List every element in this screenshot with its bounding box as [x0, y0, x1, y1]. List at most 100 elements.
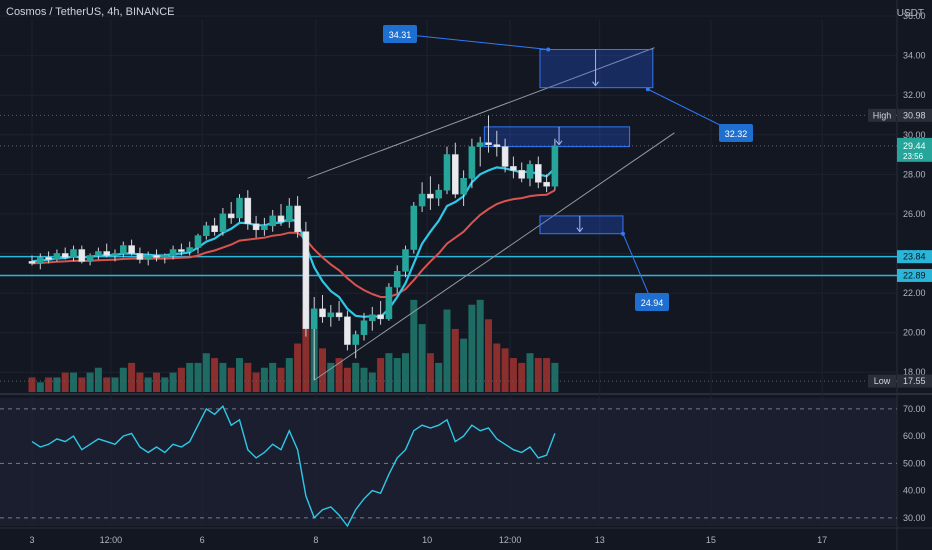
last-price-label-countdown: 23:56 — [903, 152, 924, 161]
candle-up — [203, 225, 210, 236]
rsi-tick-label: 30.00 — [903, 513, 926, 523]
volume-bar — [177, 367, 185, 392]
candle-up — [70, 249, 77, 258]
candle-down — [319, 308, 326, 318]
candle-down — [534, 164, 542, 183]
time-tick-label: 3 — [29, 535, 34, 545]
volume-bar — [485, 319, 492, 392]
volume-bar — [169, 372, 177, 392]
volume-bar — [451, 328, 459, 392]
candle-up — [526, 164, 534, 179]
volume-bar — [153, 372, 160, 392]
channel-upper-line — [307, 47, 655, 179]
candle-up — [144, 255, 152, 260]
candle-up — [269, 215, 277, 227]
volume-bar — [277, 367, 285, 392]
candle-down — [244, 197, 252, 225]
candle-up — [53, 253, 61, 260]
target-box-30-arrow-head — [555, 140, 563, 146]
candle-down — [427, 193, 434, 199]
target-box-34 — [539, 48, 654, 89]
candle-down — [128, 245, 135, 254]
volume-bar — [327, 362, 335, 392]
volume-bar — [219, 362, 227, 392]
callout-34-31-box — [383, 25, 417, 43]
volume-bar — [144, 377, 152, 392]
candle-down — [294, 205, 301, 233]
candle-up — [551, 145, 559, 187]
volume-bar — [319, 348, 326, 392]
last-price-label-bg — [897, 137, 932, 162]
candle-down — [543, 181, 550, 187]
candle-up — [194, 235, 202, 248]
volume-bar — [53, 377, 61, 392]
candle-down — [501, 146, 509, 167]
candle-up — [236, 197, 243, 219]
candle-up — [393, 270, 401, 288]
volume-bar — [343, 367, 351, 392]
candle-down — [302, 231, 310, 329]
volume-bar — [70, 372, 77, 392]
ema-slow-line — [31, 189, 556, 298]
target-box-30 — [483, 126, 631, 148]
volume-bar — [352, 362, 360, 392]
candle-up — [111, 253, 119, 256]
callout-32-32-anchor — [645, 87, 650, 92]
volume-bar — [269, 362, 277, 392]
target-box-34-arrow-head — [592, 81, 599, 87]
candle-down — [227, 213, 235, 219]
volume-bar — [128, 362, 136, 392]
candle-up — [418, 193, 426, 207]
time-tick-label: 13 — [595, 535, 605, 545]
volume-bar — [335, 358, 343, 392]
volume-bar — [94, 367, 102, 392]
volume-bar — [443, 309, 451, 392]
high-price-label-tag-bg — [868, 108, 896, 122]
price-tick-label: 22.00 — [903, 288, 926, 298]
volume-bar — [45, 377, 53, 392]
candle-up — [460, 177, 467, 195]
candle-down — [277, 215, 285, 223]
candle-up — [186, 247, 193, 252]
candle-up — [36, 257, 44, 264]
volume-bar — [476, 299, 484, 392]
volume-bar — [460, 338, 468, 392]
price-tick-label: 18.00 — [903, 367, 926, 377]
volume-bar — [36, 382, 44, 392]
rsi-tick-label: 50.00 — [903, 458, 926, 468]
channel-lower-line — [313, 132, 675, 381]
volume-bar — [244, 362, 252, 392]
volume-bar — [202, 353, 210, 392]
rsi-tick-label: 70.00 — [903, 404, 926, 414]
volume-bar — [435, 362, 443, 392]
last-price-label: 29.44 — [903, 141, 926, 151]
volume-bar — [252, 372, 260, 392]
price-tick-label: 26.00 — [903, 209, 926, 219]
price-tick-label: 28.00 — [903, 169, 926, 179]
candle-down — [211, 225, 218, 233]
volume-bar — [377, 358, 385, 392]
ema-fast-line — [31, 166, 556, 318]
volume-bar — [211, 358, 219, 392]
candle-up — [120, 245, 127, 254]
volume-bar — [385, 353, 393, 392]
level-price-label-23-84-bg — [897, 250, 932, 264]
level-price-label-23-84: 23.84 — [903, 252, 926, 262]
price-tick-label: 30.00 — [903, 130, 926, 140]
volume-bar — [509, 358, 517, 392]
rsi-pane-background — [0, 398, 897, 526]
chart-title: Cosmos / TetherUS, 4h, BINANCE — [6, 6, 175, 18]
time-tick-label: 12:00 — [100, 535, 123, 545]
volume-bar — [493, 343, 501, 392]
currency-label: USDT — [896, 8, 924, 19]
callout-24-94-anchor — [620, 231, 625, 236]
volume-bar — [543, 358, 551, 392]
candle-up — [443, 154, 451, 191]
volume-bar — [186, 362, 194, 392]
candle-down — [451, 154, 459, 195]
candle-up — [285, 205, 293, 223]
rsi-line — [31, 404, 556, 528]
candle-down — [153, 255, 160, 258]
volume-bar — [368, 372, 376, 392]
